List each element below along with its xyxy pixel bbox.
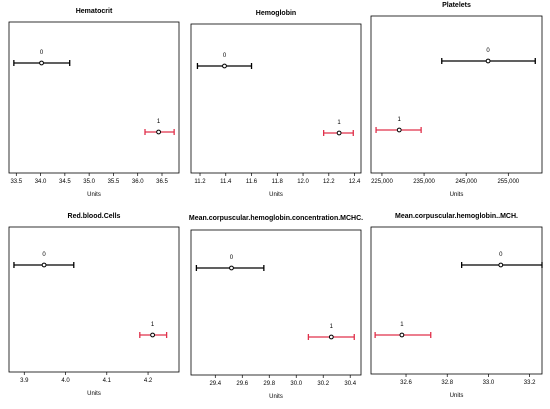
group-label: 0 <box>499 252 503 258</box>
panel-title: Mean.corpuscular.hemoglobin.concentratio… <box>189 215 363 222</box>
group-label: 1 <box>398 117 402 123</box>
x-tick-label: 32.6 <box>400 380 412 386</box>
x-axis-label: Units <box>87 192 101 198</box>
mean-point <box>222 63 227 69</box>
x-tick-label: 4.0 <box>61 378 70 384</box>
x-tick-label: 30.0 <box>290 381 302 387</box>
mean-point <box>328 334 334 340</box>
mean-point <box>229 265 234 271</box>
mean-point <box>336 130 342 136</box>
group-label: 0 <box>230 255 234 261</box>
plot-frame <box>190 23 362 174</box>
panel-title: Hematocrit <box>76 8 113 15</box>
x-tick-label: 4.1 <box>103 378 112 384</box>
x-tick-label: 29.8 <box>263 381 275 387</box>
x-axis-label: Units <box>87 391 101 397</box>
x-tick-label: 30.2 <box>317 381 329 387</box>
panel-title: Mean.corpuscular.hemoglobin..MCH. <box>395 213 518 220</box>
group-label: 1 <box>400 322 404 328</box>
mean-point <box>399 332 405 338</box>
x-tick-label: 11.4 <box>220 179 232 185</box>
panel-title: Red.blood.Cells <box>68 213 121 220</box>
plot-frame <box>370 15 543 174</box>
group-label: 0 <box>486 48 490 54</box>
x-tick-label: 33.2 <box>524 380 536 386</box>
x-tick-label: 4.2 <box>144 378 153 384</box>
group-label: 0 <box>223 53 227 59</box>
group-label: 0 <box>40 50 44 56</box>
chart-panel: Red.blood.Cells 3.9 4.0 4.1 4.2 Units 0 1 <box>8 213 180 397</box>
x-tick-label: 32.8 <box>441 380 453 386</box>
chart-panel: Hemoglobin 11.2 11.4 11.6 11.8 12.0 12.2 12.4 Un… <box>190 10 362 198</box>
plot-frame <box>370 226 543 375</box>
mean-point <box>150 332 155 338</box>
x-tick-label: 35.0 <box>83 179 95 185</box>
group-label: 1 <box>330 324 334 330</box>
x-tick-label: 34.0 <box>35 179 47 185</box>
chart-panel: Platelets 225,000 235,000 245,000 255,000 Uni… <box>370 2 543 198</box>
x-axis-label: Units <box>269 192 283 198</box>
x-tick-label: 12.2 <box>323 179 335 185</box>
panel-title: Platelets <box>442 2 471 9</box>
x-tick-label: 36.0 <box>132 179 144 185</box>
x-tick-label: 30.4 <box>344 381 356 387</box>
x-axis-label: Units <box>450 192 464 198</box>
x-tick-label: 36.5 <box>156 179 168 185</box>
x-axis-label: Units <box>269 394 283 400</box>
x-tick-label: 12.4 <box>349 179 361 185</box>
chart-panel: Mean.corpuscular.hemoglobin..MCH. 32.6 32.… <box>370 213 543 399</box>
chart-panel: Mean.corpuscular.hemoglobin.concentratio… <box>189 215 363 400</box>
mean-point <box>41 262 47 268</box>
group-label: 1 <box>337 120 341 126</box>
mean-point <box>498 262 504 268</box>
x-tick-label: 34.5 <box>59 179 71 185</box>
mean-point <box>396 127 402 133</box>
plot-frame <box>8 21 180 174</box>
x-tick-label: 29.6 <box>236 381 248 387</box>
chart-panel: Hematocrit 33.5 34.0 34.5 35.0 35.5 36.0 36.5 Un… <box>8 8 180 198</box>
plot-frame <box>190 229 362 376</box>
x-axis-label: Units <box>450 393 464 399</box>
x-tick-label: 245,000 <box>455 179 477 185</box>
group-label: 1 <box>157 119 161 125</box>
x-tick-label: 225,000 <box>371 179 393 185</box>
x-tick-label: 35.5 <box>108 179 120 185</box>
plot-frame <box>8 226 180 373</box>
group-label: 0 <box>42 252 46 258</box>
mean-point <box>485 58 491 64</box>
mean-point <box>39 60 44 66</box>
x-tick-label: 3.9 <box>20 378 29 384</box>
group-label: 1 <box>151 322 155 328</box>
x-tick-label: 33.5 <box>10 179 22 185</box>
x-tick-label: 11.6 <box>246 179 258 185</box>
panel-title: Hemoglobin <box>256 10 296 17</box>
x-tick-label: 235,000 <box>413 179 435 185</box>
mean-point <box>156 129 162 135</box>
x-tick-label: 33.0 <box>483 380 495 386</box>
x-tick-label: 11.2 <box>194 179 206 185</box>
x-tick-label: 29.4 <box>209 381 221 387</box>
x-tick-label: 11.8 <box>272 179 284 185</box>
x-tick-label: 255,000 <box>497 179 519 185</box>
x-tick-label: 12.0 <box>297 179 309 185</box>
